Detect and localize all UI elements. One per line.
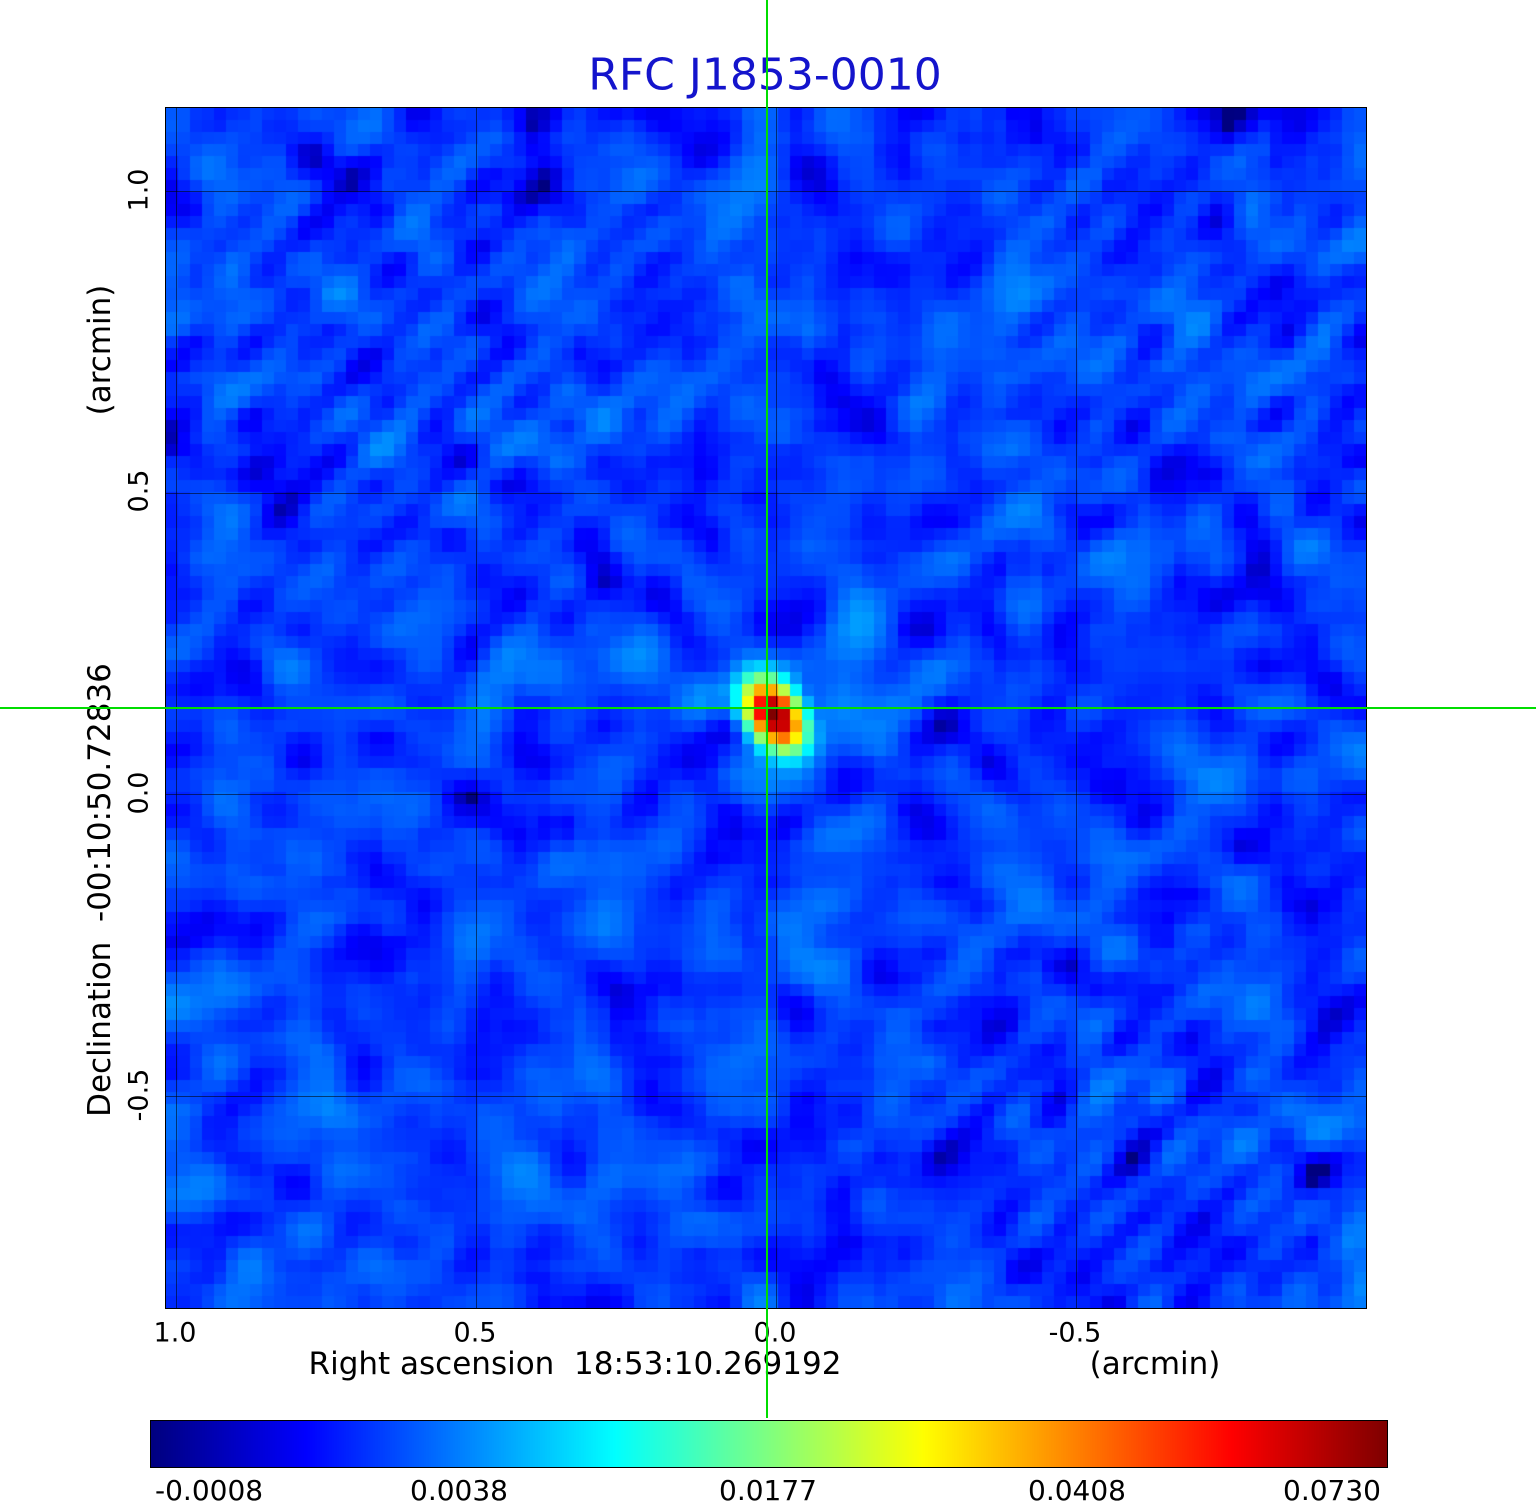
colorbar-tick-label: -0.0008 — [155, 1474, 264, 1507]
y-tick-label: 0.5 — [123, 469, 155, 513]
colorbar-tick-label: 0.0730 — [1283, 1474, 1381, 1507]
gridline-horizontal — [166, 492, 1366, 494]
y-axis-unit-label: (arcmin) — [82, 284, 118, 416]
colorbar-gradient — [151, 1421, 1387, 1467]
gridline-horizontal — [166, 191, 1366, 192]
y-tick-label: 1.0 — [123, 168, 155, 212]
x-axis-title: Right ascension 18:53:10.269192 — [308, 1346, 842, 1382]
x-tick-label: -0.5 — [1048, 1317, 1102, 1349]
colorbar-tick-label: 0.0177 — [719, 1474, 817, 1507]
y-tick-label: -0.5 — [123, 1068, 155, 1122]
colorbar — [150, 1420, 1388, 1468]
gridline-horizontal — [166, 794, 1366, 795]
gridline-horizontal — [166, 1095, 1366, 1097]
colorbar-tick-label: 0.0408 — [1028, 1474, 1126, 1507]
x-tick-label: 0.5 — [453, 1317, 497, 1349]
x-tick-label: 0.0 — [753, 1317, 797, 1349]
y-tick-label: 0.0 — [123, 771, 155, 815]
colorbar-tick-label: 0.0038 — [410, 1474, 508, 1507]
x-axis-unit-label: (arcmin) — [1089, 1346, 1221, 1382]
crosshair-vertical — [766, 0, 769, 1418]
y-axis-title: Declination -00:10:50.72836 — [82, 663, 118, 1117]
x-tick-label: 1.0 — [153, 1317, 197, 1349]
plot-title: RFC J1853-0010 — [588, 49, 942, 101]
